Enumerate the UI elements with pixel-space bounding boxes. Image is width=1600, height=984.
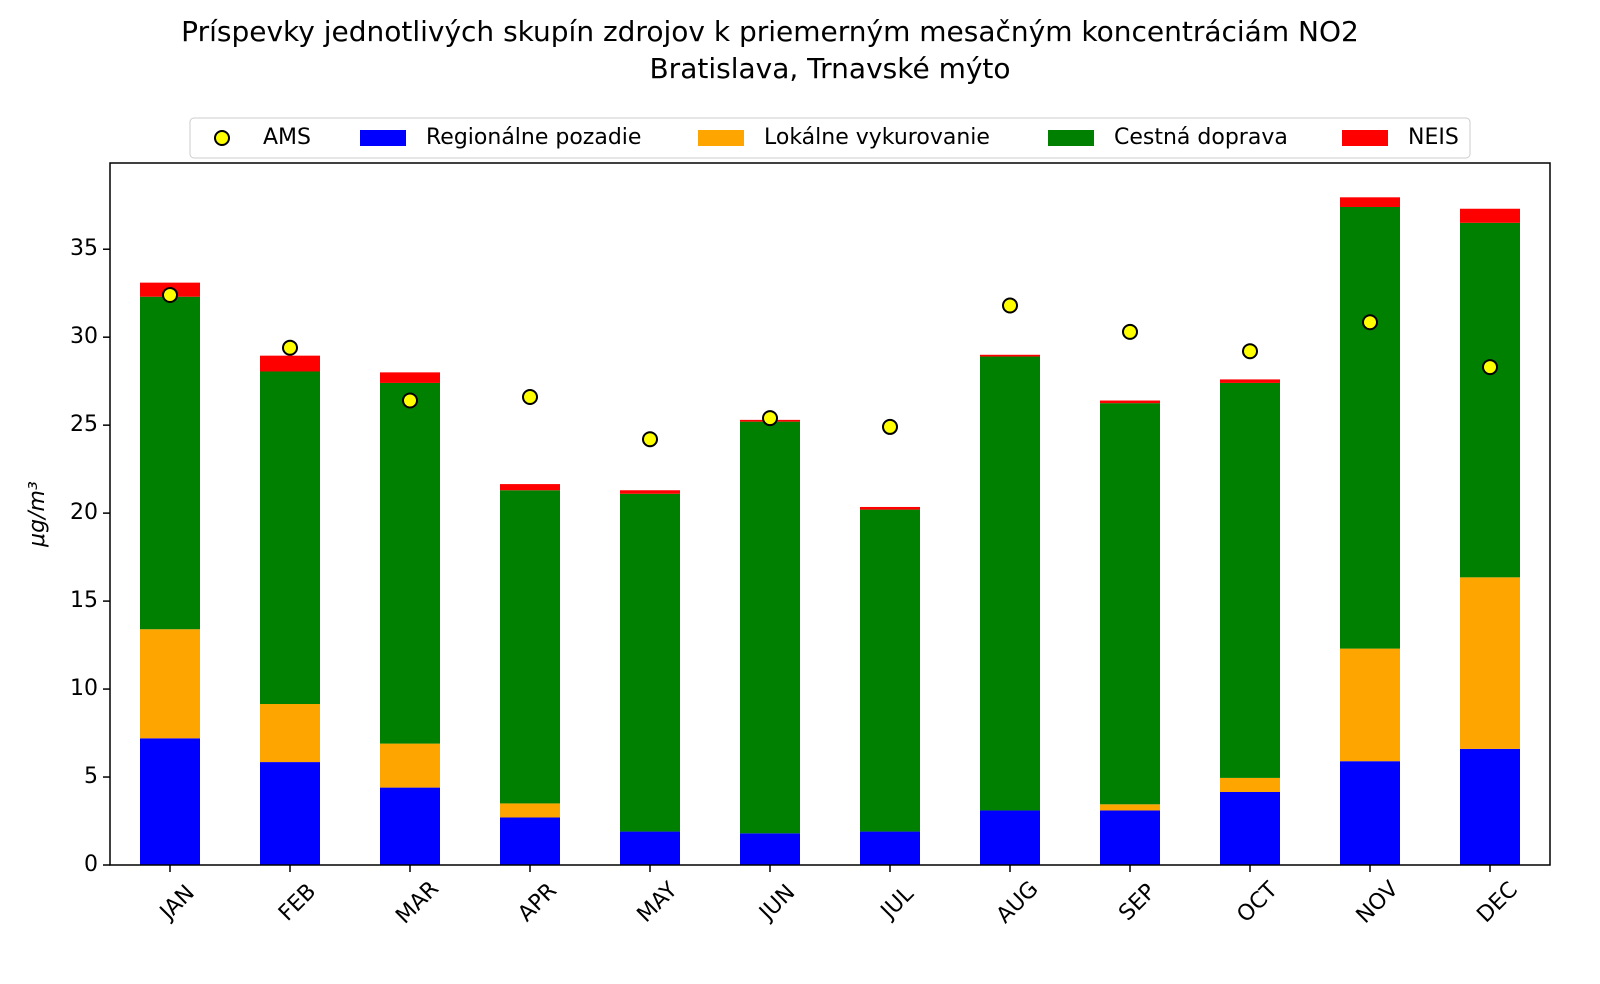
x-tick-label: OCT: [1233, 877, 1284, 928]
bar-segment: [1100, 403, 1160, 805]
x-tick-label: AUG: [992, 877, 1044, 929]
x-tick-label: FEB: [274, 879, 321, 926]
bar-segment: [500, 484, 560, 491]
y-tick-label: 25: [70, 412, 98, 437]
bar-segment: [980, 356, 1040, 811]
x-tick-label: MAR: [391, 876, 444, 929]
plot-frame: [109, 162, 1551, 866]
bar-segment: [1220, 777, 1280, 792]
bar-segment: [1100, 810, 1160, 865]
y-axis-label: μg/m³: [25, 481, 50, 548]
legend-label: NEIS: [1408, 125, 1459, 150]
y-tick-label: 15: [70, 588, 98, 613]
bar-segment: [260, 371, 320, 705]
bar-segment: [380, 743, 440, 788]
ams-point: [642, 431, 658, 448]
legend-label: AMS: [263, 125, 311, 150]
y-tick-label: 35: [70, 236, 98, 261]
bar-segment: [500, 803, 560, 818]
bar-segment: [980, 810, 1040, 865]
bar-segment: [1460, 208, 1520, 223]
x-tick-label: JAN: [154, 881, 200, 927]
bar-segment: [1340, 761, 1400, 865]
bar-segment: [740, 833, 800, 865]
bar-segment: [860, 506, 920, 510]
ams-point: [1242, 343, 1258, 360]
bar-segment: [1220, 379, 1280, 383]
chart-subtitle: Bratislava, Trnavské mýto: [649, 52, 1010, 85]
ams-point: [1122, 323, 1138, 340]
legend-swatch: [1048, 130, 1094, 146]
bar-segment: [500, 817, 560, 865]
legend-label: Regionálne pozadie: [426, 125, 641, 150]
x-tick-label: JUL: [875, 881, 919, 925]
ams-point: [1362, 314, 1378, 331]
bar-segment: [140, 296, 200, 630]
bar-segment: [380, 382, 440, 744]
legend-swatch: [698, 130, 744, 146]
ams-point: [162, 286, 178, 303]
x-tick-label: MAY: [633, 877, 683, 927]
bar-segment: [860, 509, 920, 832]
x-tick-label: JUN: [754, 880, 801, 927]
legend-label: Lokálne vykurovanie: [764, 125, 990, 150]
ams-point: [1482, 359, 1498, 376]
ams-point: [522, 389, 538, 405]
chart-title: Príspevky jednotlivých skupín zdrojov k …: [181, 15, 1359, 48]
legend-swatch: [360, 130, 406, 146]
bar-segment: [140, 629, 200, 739]
bar-segment: [1220, 382, 1280, 778]
bar-segment: [620, 831, 680, 865]
bar-segment: [380, 372, 440, 383]
bar-segment: [260, 762, 320, 865]
bar-segment: [1100, 804, 1160, 811]
legend-label: Cestná doprava: [1114, 125, 1288, 150]
ams-point: [882, 418, 898, 435]
y-tick-label: 0: [84, 852, 98, 877]
bar-segment: [260, 355, 320, 372]
bar-segment: [140, 738, 200, 865]
bar-segment: [1460, 748, 1520, 865]
ams-point: [1002, 297, 1018, 314]
x-tick-label: SEP: [1114, 879, 1161, 926]
y-tick-label: 20: [70, 500, 98, 525]
bar-segment: [740, 421, 800, 834]
bar-segment: [620, 493, 680, 832]
y-tick-label: 30: [70, 324, 98, 349]
bar-segment: [380, 787, 440, 865]
bar-segment: [1100, 400, 1160, 404]
ams-point: [282, 339, 298, 356]
y-tick-label: 10: [70, 676, 98, 701]
y-tick-label: 5: [84, 764, 98, 789]
legend-marker: [214, 130, 230, 146]
x-tick-label: APR: [513, 878, 562, 927]
bar-segment: [260, 704, 320, 763]
x-tick-label: DEC: [1472, 877, 1522, 927]
legend-swatch: [1342, 130, 1388, 146]
ams-point: [762, 410, 778, 427]
ams-point: [402, 392, 418, 409]
bar-segment: [500, 490, 560, 804]
bar-segment: [1340, 197, 1400, 207]
bar-segment: [1460, 222, 1520, 578]
bar-segment: [1340, 648, 1400, 762]
legend-box: [189, 117, 1471, 159]
bar-segment: [980, 354, 1040, 357]
bar-segment: [1460, 577, 1520, 749]
bar-segment: [620, 490, 680, 494]
bar-segment: [1340, 206, 1400, 649]
bar-segment: [1220, 791, 1280, 865]
bar-segment: [860, 831, 920, 865]
x-tick-label: NOV: [1352, 877, 1404, 929]
